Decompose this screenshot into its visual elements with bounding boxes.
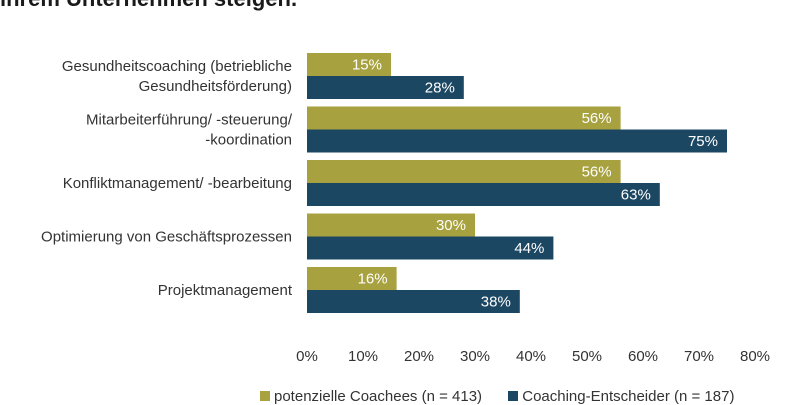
- bar-series-1: [307, 267, 397, 290]
- category-label: Optimierung von Geschäftsprozessen: [41, 229, 292, 246]
- x-tick-label: 40%: [516, 348, 546, 365]
- x-tick-label: 50%: [572, 348, 602, 365]
- bar-value-label: 44%: [514, 240, 544, 257]
- bar-value-label: 30%: [436, 217, 466, 234]
- category-label: Mitarbeiterführung/ -steuerung/: [86, 112, 293, 129]
- category-label: Gesundheitsförderung): [139, 78, 292, 95]
- bar-value-label: 28%: [425, 80, 455, 97]
- bar-series-2: [307, 290, 520, 313]
- bar-value-label: 56%: [582, 164, 612, 181]
- bar-value-label: 63%: [621, 187, 651, 204]
- bar-series-2: [307, 236, 554, 260]
- x-tick-label: 0%: [296, 348, 318, 365]
- legend-label-series-1: potenzielle Coachees (n = 413): [274, 388, 483, 405]
- bar-series-1: [307, 106, 621, 130]
- category-label: Projektmanagement: [158, 282, 293, 299]
- x-tick-label: 70%: [684, 348, 714, 365]
- bar-value-label: 75%: [688, 133, 718, 150]
- bar-value-label: 38%: [481, 294, 511, 311]
- category-label: -koordination: [205, 132, 292, 149]
- x-tick-label: 30%: [460, 348, 490, 365]
- legend-item-series-1: potenzielle Coachees (n = 413): [260, 388, 482, 405]
- legend-swatch-series-2: [508, 391, 519, 401]
- x-tick-label: 80%: [740, 348, 770, 365]
- bar-series-2: [307, 76, 464, 99]
- legend-label-series-2: Coaching-Entscheider (n = 187): [522, 388, 735, 405]
- bar-series-1: [307, 213, 475, 237]
- chart-legend: potenzielle Coachees (n = 413) Coaching-…: [260, 388, 756, 405]
- bar-value-label: 16%: [358, 271, 388, 288]
- bar-series-2: [307, 183, 660, 206]
- bar-series-1: [307, 160, 621, 183]
- legend-item-series-2: Coaching-Entscheider (n = 187): [508, 388, 734, 405]
- bar-series-1: [307, 53, 391, 76]
- legend-swatch-series-1: [260, 391, 270, 401]
- bar-value-label: 15%: [352, 57, 382, 74]
- chart-title: ihrem Unternehmen steigen.: [0, 0, 297, 12]
- category-label: Gesundheitscoaching (betriebliche: [62, 58, 292, 75]
- x-tick-label: 60%: [628, 348, 658, 365]
- bar-value-label: 56%: [582, 110, 612, 127]
- category-label: Konfliktmanagement/ -bearbeitung: [63, 175, 292, 192]
- x-tick-label: 10%: [348, 348, 378, 365]
- bar-series-2: [307, 129, 727, 153]
- x-tick-label: 20%: [404, 348, 434, 365]
